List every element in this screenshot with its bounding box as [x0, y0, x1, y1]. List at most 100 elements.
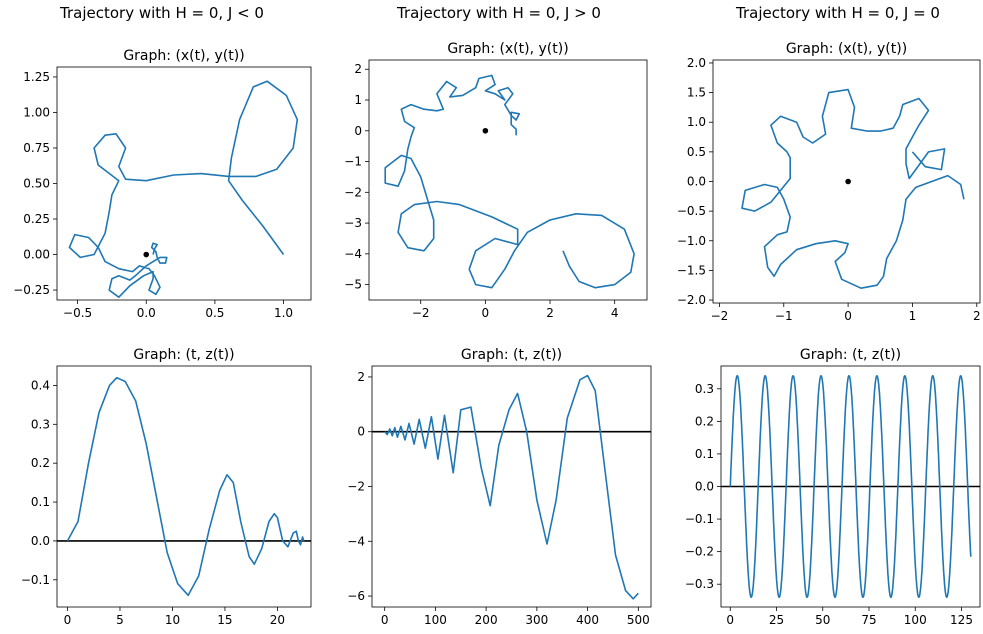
y-tick-label: 0.5: [687, 145, 706, 159]
y-tick-label: −0.25: [13, 283, 50, 297]
column-title: Trajectory with H = 0, J > 0: [396, 4, 601, 22]
x-tick-label: 500: [627, 613, 650, 627]
column-title: Trajectory with H = 0, J = 0: [735, 4, 940, 22]
y-tick-label: 0.4: [31, 378, 50, 392]
x-tick-label: −0.5: [63, 306, 92, 320]
x-tick-label: 4: [611, 306, 619, 320]
y-tick-label: 0.75: [23, 141, 50, 155]
subplot-title: Graph: (t, z(t)): [461, 347, 562, 363]
x-tick-label: 2: [973, 309, 981, 323]
x-tick-label: 0.5: [205, 306, 224, 320]
x-tick-label: 0: [844, 309, 852, 323]
y-tick-label: −2: [344, 185, 362, 199]
subplot-1: Graph: (x(t), y(t)) −0.5 0.0 0.5 1.0 −0.25 0.0…: [13, 48, 312, 320]
x-tick-label: −1: [775, 309, 793, 323]
x-tick-label: 75: [861, 613, 876, 627]
y-tick-label: −0.1: [685, 512, 714, 526]
y-tick-label: −1.0: [677, 234, 706, 248]
y-tick-label: 1.0: [687, 115, 706, 129]
axes-frame: [720, 365, 981, 608]
y-tick-label: 0: [357, 425, 365, 439]
y-tick-label: 1.00: [23, 105, 50, 119]
column-title: Trajectory with H = 0, J < 0: [59, 4, 264, 22]
series-line: [741, 88, 965, 289]
y-tick-label: 2: [354, 62, 362, 76]
y-tick-label: 0.0: [695, 480, 714, 494]
y-tick-label: 0.50: [23, 177, 50, 191]
y-tick-label: 1.25: [23, 70, 50, 84]
x-tick-label: −2: [412, 306, 430, 320]
x-tick-label: 0.0: [137, 306, 156, 320]
x-tick-label: 300: [525, 613, 548, 627]
axes-frame: [712, 59, 981, 304]
x-tick-label: 50: [815, 613, 830, 627]
origin-marker: [845, 178, 851, 185]
x-tick-label: 15: [217, 613, 232, 627]
x-tick-label: 20: [270, 613, 285, 627]
y-tick-label: −0.3: [685, 577, 714, 591]
x-tick-label: 0: [64, 613, 72, 627]
subplot-title: Graph: (x(t), y(t)): [447, 41, 568, 57]
y-tick-label: 0.1: [695, 447, 714, 461]
subplot-title: Graph: (t, z(t)): [800, 347, 901, 363]
y-tick-label: −6: [347, 589, 365, 603]
axes-frame: [368, 59, 648, 301]
x-tick-label: 5: [116, 613, 124, 627]
y-tick-label: 1: [354, 93, 362, 107]
y-tick-label: 1.5: [687, 86, 706, 100]
subplot-6: Graph: (t, z(t)) 0 25 50 75 100 125 −0.3 −0.2 −0.…: [685, 347, 981, 627]
x-tick-label: 100: [424, 613, 447, 627]
x-tick-label: 0: [726, 613, 734, 627]
x-tick-label: 0: [482, 306, 490, 320]
x-tick-label: 2: [546, 306, 554, 320]
origin-marker: [482, 127, 489, 134]
x-tick-label: 125: [950, 613, 973, 627]
y-tick-label: −0.2: [685, 545, 714, 559]
y-tick-label: 0.1: [31, 495, 50, 509]
y-tick-label: 2.0: [687, 56, 706, 70]
y-tick-label: 0.3: [31, 417, 50, 431]
y-tick-label: 0.00: [23, 248, 50, 262]
y-tick-label: −5: [344, 278, 362, 292]
x-tick-label: −2: [711, 309, 729, 323]
y-tick-label: 0.2: [695, 414, 714, 428]
subplot-title: Graph: (x(t), y(t)): [123, 48, 244, 64]
x-tick-label: 1: [909, 309, 917, 323]
x-tick-label: 25: [769, 613, 784, 627]
y-tick-label: −0.1: [21, 573, 50, 587]
axes-frame: [56, 365, 312, 608]
y-tick-label: 2: [357, 370, 365, 384]
y-tick-label: −0.5: [677, 204, 706, 218]
y-tick-label: −3: [344, 216, 362, 230]
axes-frame: [371, 365, 652, 608]
axes-frame: [56, 66, 312, 301]
y-tick-label: −1: [344, 155, 362, 169]
x-tick-label: 100: [904, 613, 927, 627]
series-line: [68, 80, 299, 298]
y-tick-label: 0.0: [687, 175, 706, 189]
y-tick-label: −4: [344, 247, 362, 261]
x-tick-label: 0: [381, 613, 389, 627]
x-tick-label: 200: [475, 613, 498, 627]
subplot-title: Graph: (x(t), y(t)): [786, 41, 907, 57]
x-tick-label: 10: [165, 613, 180, 627]
subplot-title: Graph: (t, z(t)): [133, 347, 234, 363]
y-tick-label: 0.25: [23, 212, 50, 226]
y-tick-label: 0.3: [695, 382, 714, 396]
y-tick-label: 0.2: [31, 456, 50, 470]
subplot-3: Graph: (x(t), y(t)) −2 −1 0 1 2 −2.0 −1.5 −1.0 −0…: [677, 41, 981, 323]
y-tick-label: −4: [347, 534, 365, 548]
subplot-2: Graph: (x(t), y(t)) −2 0 2 4 −5 −4 −3 −2 −1 0 1 2: [344, 41, 648, 320]
y-tick-label: −2: [347, 480, 365, 494]
y-tick-label: 0.0: [31, 534, 50, 548]
subplot-4: Graph: (t, z(t)) 0 5 10 15 20 −0.1 0.0 0.1 0.2 0.3…: [21, 347, 312, 627]
series-line: [729, 375, 972, 598]
y-tick-label: −2.0: [677, 293, 706, 307]
origin-marker: [143, 251, 150, 258]
y-tick-label: −1.5: [677, 263, 706, 277]
series-line: [384, 374, 639, 600]
x-tick-label: 1.0: [274, 306, 293, 320]
series-line: [384, 74, 635, 289]
x-tick-label: 400: [576, 613, 599, 627]
